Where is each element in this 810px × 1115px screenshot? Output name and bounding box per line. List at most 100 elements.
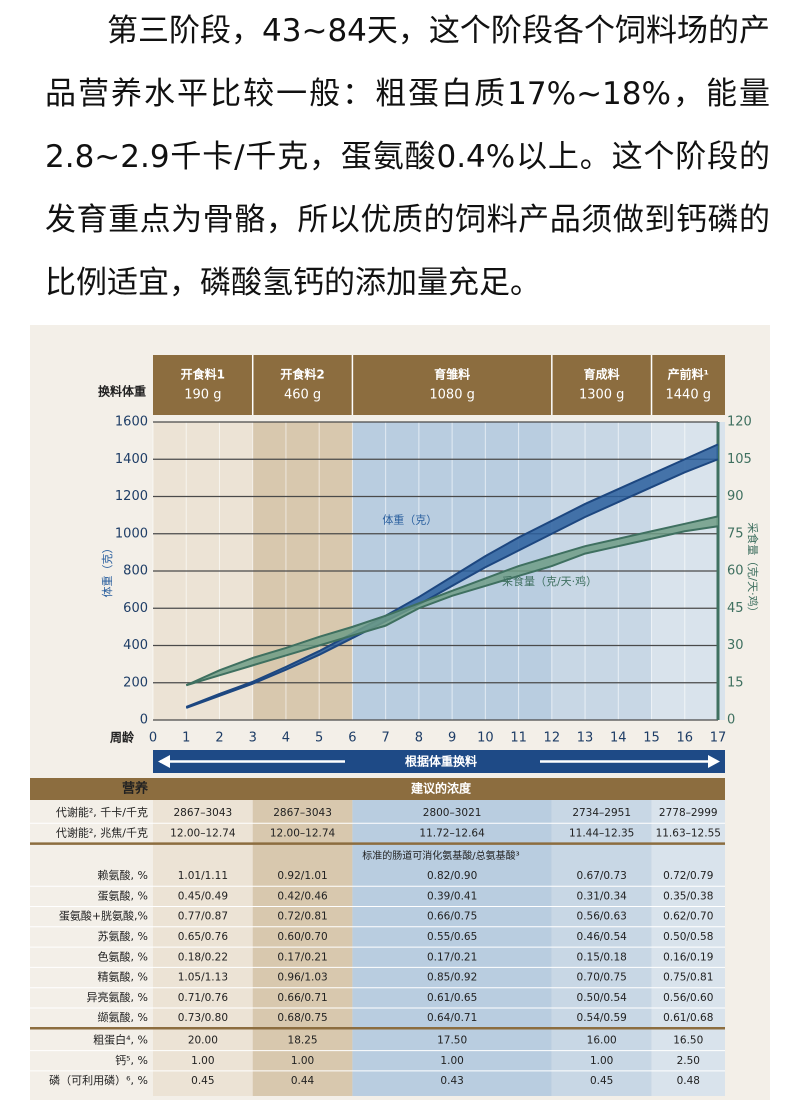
x-tick-label: 3 [249, 731, 257, 746]
table-header: 营养 [122, 781, 149, 797]
table-cell: 0.48 [677, 1075, 700, 1087]
table-cell: 0.46/0.54 [577, 931, 628, 943]
x-tick-label: 4 [282, 731, 290, 746]
arrow-head [708, 755, 720, 768]
row-label: 代谢能², 千卡/千克 [56, 805, 148, 819]
table-cell: 1.05/1.13 [178, 972, 228, 984]
arrow-head [158, 755, 170, 768]
table-cell: 0.50/0.54 [577, 992, 628, 1004]
x-tick-label: 10 [477, 731, 494, 746]
paragraph: 第三阶段，43~84天，这个阶段各个饲料场的产品营养水平比较一般：粗蛋白质17%… [45, 13, 770, 301]
table-cell: 12.00–12.74 [270, 827, 336, 839]
row-label: 赖氨酸, % [98, 868, 148, 882]
table-cell: 0.17/0.21 [277, 951, 327, 963]
table-cell: 0.67/0.73 [577, 870, 627, 882]
table-cell: 0.56/0.63 [577, 911, 627, 923]
y2-tick-label: 105 [727, 452, 752, 467]
table-cell: 0.44 [291, 1075, 315, 1087]
y-tick-label: 1400 [115, 452, 148, 467]
table-cell: 0.62/0.70 [663, 911, 713, 923]
table-cell: 20.00 [188, 1034, 218, 1046]
table-cell: 0.92/1.01 [277, 870, 327, 882]
table-cell: 0.45/0.49 [178, 890, 228, 902]
table-cell: 0.17/0.21 [427, 951, 477, 963]
table-cell: 16.00 [587, 1034, 617, 1046]
arrow-label: 根据体重换料 [405, 754, 477, 769]
y-tick-label: 0 [140, 713, 148, 728]
y2-tick-label: 60 [727, 564, 744, 579]
table-cell: 2800–3021 [423, 807, 482, 819]
band-fill [186, 444, 718, 708]
x-tick-label: 15 [643, 731, 660, 746]
row-label: 粗蛋白⁴, % [93, 1032, 148, 1046]
table-cell: 0.72/0.79 [663, 870, 713, 882]
x-tick-label: 2 [215, 731, 223, 746]
table-cell: 0.75/0.81 [663, 972, 713, 984]
series-label: 体重（克） [382, 513, 437, 527]
band-fill [186, 516, 718, 686]
table-cell: 2778–2999 [659, 807, 718, 819]
y2-tick-label: 0 [727, 713, 735, 728]
y-tick-label: 1200 [115, 489, 148, 504]
table-cell: 1.00 [291, 1055, 314, 1067]
x-tick-label: 17 [710, 731, 727, 746]
table-cell: 0.77/0.87 [178, 911, 228, 923]
phase-weight: 1300 g [579, 388, 624, 403]
table-cell: 0.16/0.19 [663, 951, 713, 963]
table-cell: 0.45 [191, 1075, 214, 1087]
table-cell: 1.00 [191, 1055, 214, 1067]
phase-table-bg [252, 800, 353, 1096]
phase-name: 开食料1 [181, 367, 225, 382]
phase-header-bg [153, 355, 725, 415]
phase-table-bg [352, 800, 552, 1096]
table-cell: 18.25 [288, 1034, 318, 1046]
table-cell: 0.42/0.46 [277, 890, 328, 902]
x-tick-label: 14 [610, 731, 627, 746]
x-tick-label: 1 [182, 731, 190, 746]
table-cell: 0.60/0.70 [277, 931, 327, 943]
table-cell: 0.72/0.81 [277, 911, 327, 923]
y2-axis-label: 采食量（克/天·鸡） [746, 522, 760, 617]
table-cell: 0.61/0.68 [663, 1012, 713, 1024]
phase-weight: 460 g [284, 388, 321, 403]
row-label: 色氨酸, % [98, 949, 148, 963]
phase-name: 产前料¹ [668, 367, 709, 382]
table-cell: 2.50 [677, 1055, 700, 1067]
table-cell: 0.56/0.60 [663, 992, 713, 1004]
table-cell: 0.50/0.58 [663, 931, 713, 943]
row-label: 磷（可利用磷）⁶, % [49, 1074, 148, 1087]
row-label: 代谢能², 兆焦/千克 [56, 825, 148, 839]
table-cell: 2734–2951 [572, 807, 631, 819]
table-cell: 0.64/0.71 [427, 1012, 477, 1024]
phase-weight: 1080 g [429, 388, 474, 403]
table-cell: 0.61/0.65 [427, 992, 477, 1004]
y-axis-label: 体重（克） [100, 543, 114, 598]
table-cell: 0.66/0.71 [277, 992, 327, 1004]
table-cell: 0.68/0.75 [277, 1012, 327, 1024]
table-cell: 17.50 [437, 1034, 467, 1046]
table-cell: 0.31/0.34 [577, 890, 628, 902]
phase-name: 开食料2 [280, 367, 324, 382]
table-cell: 0.71/0.76 [178, 992, 229, 1004]
table-header-bg2 [153, 778, 725, 800]
row-label: 钙⁵, % [115, 1053, 148, 1067]
y-tick-label: 600 [123, 601, 148, 616]
table-cell: 0.54/0.59 [577, 1012, 627, 1024]
y2-tick-label: 15 [727, 675, 744, 690]
row-label: 蛋氨酸, % [98, 888, 148, 902]
x-tick-label: 5 [315, 731, 323, 746]
y-tick-label: 400 [123, 638, 148, 653]
y2-tick-label: 120 [727, 415, 752, 430]
table-cell: 0.43 [440, 1075, 463, 1087]
table-cell: 0.35/0.38 [663, 890, 713, 902]
x-tick-label: 6 [348, 731, 356, 746]
band-upper [185, 515, 719, 687]
phase-name: 育成料 [584, 367, 620, 382]
table-cell: 0.82/0.90 [427, 870, 477, 882]
band-lower [185, 458, 719, 709]
x-tick-label: 7 [382, 731, 390, 746]
y-tick-label: 800 [123, 564, 148, 579]
table-cell: 1.00 [590, 1055, 613, 1067]
phase-name: 育雏料 [434, 367, 470, 382]
